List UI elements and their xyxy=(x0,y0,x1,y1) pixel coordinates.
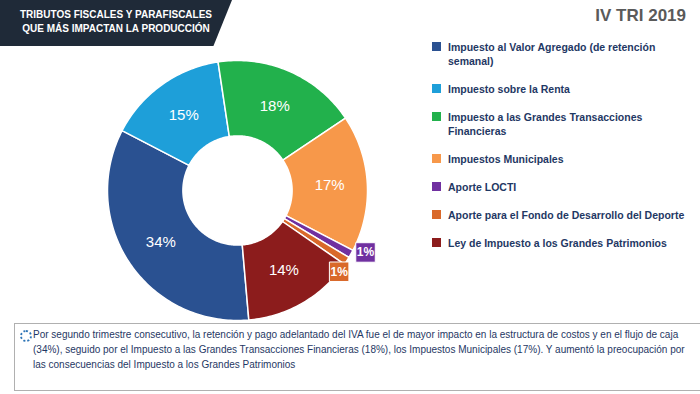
html-text:IV TRI 2019: IV TRI 2019 xyxy=(595,6,686,25)
html-text:Impuesto a las Grandes Transac: Impuesto a las Grandes Transacciones Fin… xyxy=(448,111,643,137)
html-text:Impuesto al Valor Agregado (de: Impuesto al Valor Agregado (de retención… xyxy=(448,41,656,67)
html-text:TRIBUTOS FISCALES Y PARAFISCAL: TRIBUTOS FISCALES Y PARAFISCALES QUE MÁS… xyxy=(20,9,212,34)
html-text:Impuestos Municipales: Impuestos Municipales xyxy=(448,153,564,165)
svg-text:15%: 15% xyxy=(169,106,199,123)
html-text:Ley de Impuesto a los Grandes: Ley de Impuesto a los Grandes Patrimonio… xyxy=(448,237,667,249)
svg-text:34%: 34% xyxy=(146,233,176,250)
html-text:Aporte para el Fondo de Desarr: Aporte para el Fondo de Desarrollo del D… xyxy=(448,209,685,221)
svg-text:17%: 17% xyxy=(315,176,345,193)
svg-text:14%: 14% xyxy=(269,261,299,278)
html-text:Aporte LOCTI: Aporte LOCTI xyxy=(448,181,517,193)
svg-text:1%: 1% xyxy=(357,245,375,259)
svg-text:1%: 1% xyxy=(330,265,348,279)
html-text:Por segundo trimestre consecut: Por segundo trimestre consecutivo, la re… xyxy=(33,329,685,370)
html-text:Impuesto sobre la Renta: Impuesto sobre la Renta xyxy=(448,83,570,95)
svg-text:18%: 18% xyxy=(260,97,290,114)
